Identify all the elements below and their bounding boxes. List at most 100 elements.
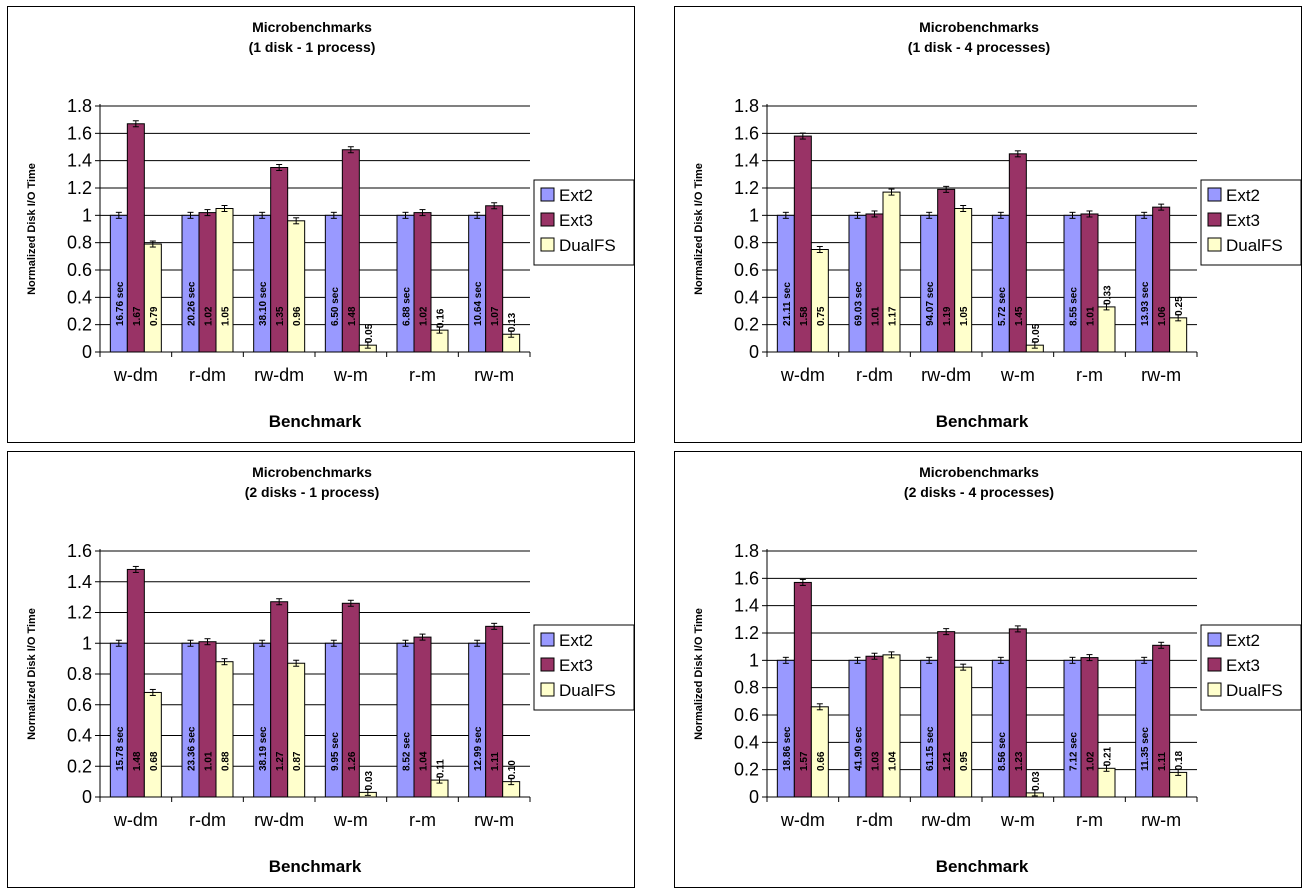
bar-ext2-rw-dm [253, 642, 272, 798]
category-label-rw-m: rw-m [1141, 810, 1181, 830]
data-label-dualfs-w-m: 0.03 [364, 770, 375, 790]
data-label-ext3-rw-m: 1.11 [1157, 752, 1168, 771]
data-label-dualfs-w-dm: 0.79 [149, 306, 160, 326]
bar-dualfs-rw-dm [954, 666, 973, 798]
data-label-ext2-rw-m: 12.99 sec [473, 726, 484, 771]
bar-ext3-rw-m [485, 205, 504, 353]
bar-ext2-r-m [396, 642, 415, 798]
y-tick-label: 1.8 [734, 541, 759, 561]
data-label-ext3-w-dm: 1.67 [132, 306, 143, 326]
data-label-ext3-r-dm: 1.01 [204, 751, 215, 771]
data-label-ext2-r-m: 8.52 sec [402, 732, 413, 771]
category-label-rw-dm: rw-dm [921, 365, 971, 385]
legend-label-ext2: Ext2 [1226, 631, 1260, 650]
bar-dualfs-r-m [1097, 306, 1116, 353]
data-label-dualfs-rw-dm: 0.96 [292, 306, 303, 326]
data-label-ext3-w-m: 1.48 [347, 306, 358, 326]
category-label-rw-dm: rw-dm [254, 810, 304, 830]
bar-ext2-w-m [324, 642, 343, 798]
y-tick-label: 0.8 [67, 233, 92, 253]
chart-svg: Microbenchmarks (1 disk - 1 process) 0 0.2 0… [26, 19, 635, 431]
data-label-ext3-w-dm: 1.57 [799, 751, 810, 771]
y-tick-label: 1.8 [734, 96, 759, 116]
data-label-ext2-r-m: 6.88 sec [402, 287, 413, 326]
y-tick-label: 0 [749, 787, 759, 807]
y-tick-label: 0.4 [734, 732, 759, 752]
category-label-rw-m: rw-m [474, 810, 514, 830]
bar-ext2-w-m [991, 214, 1010, 353]
x-axis-label: Benchmark [269, 857, 362, 876]
category-label-r-m: r-m [1076, 365, 1103, 385]
data-label-ext3-rw-dm: 1.35 [275, 306, 286, 326]
y-tick-label: 0.6 [734, 260, 759, 280]
data-label-ext3-rw-m: 1.06 [1157, 306, 1168, 326]
bar-dualfs-rw-dm [954, 208, 973, 353]
chart-subtitle: (2 disks - 1 process) [245, 484, 380, 500]
data-label-ext2-w-dm: 18.86 sec [782, 726, 793, 771]
category-label-w-m: w-m [333, 365, 368, 385]
data-label-ext3-r-dm: 1.01 [871, 306, 882, 326]
y-tick-label: 0.8 [734, 233, 759, 253]
data-label-dualfs-r-dm: 0.88 [221, 751, 232, 771]
y-axis-label: Normalized Disk I/O Time [693, 608, 705, 740]
data-label-dualfs-r-dm: 1.04 [888, 751, 899, 771]
category-label-w-dm: w-dm [780, 810, 825, 830]
legend-label-dualfs: DualFS [1226, 236, 1283, 255]
data-label-dualfs-w-dm: 0.75 [816, 306, 827, 326]
data-label-dualfs-rw-dm: 0.87 [292, 751, 303, 771]
category-label-r-dm: r-dm [189, 810, 226, 830]
bar-ext3-r-m [1080, 657, 1099, 798]
chart-svg: Microbenchmarks (2 disks - 4 processes) 0 0… [693, 464, 1302, 876]
category-label-r-dm: r-dm [856, 365, 893, 385]
data-label-dualfs-rw-m: 0.10 [507, 760, 518, 780]
data-label-ext2-rw-dm: 38.19 sec [258, 726, 269, 771]
bar-ext3-r-dm [198, 212, 217, 353]
y-tick-label: 1.4 [67, 151, 92, 171]
bar-ext3-r-dm [865, 655, 884, 798]
y-tick-label: 1.2 [734, 178, 759, 198]
chart-subtitle: (1 disk - 1 process) [249, 39, 376, 55]
bar-dualfs-w-dm [143, 243, 162, 353]
data-label-ext2-rw-dm: 94.07 sec [925, 281, 936, 326]
bar-ext2-rw-m [468, 642, 487, 798]
data-label-dualfs-r-m: 0.33 [1103, 285, 1114, 305]
y-tick-label: 1.6 [734, 568, 759, 588]
bar-ext2-r-m [396, 214, 415, 353]
category-label-rw-dm: rw-dm [254, 365, 304, 385]
y-tick-label: 0.8 [734, 678, 759, 698]
legend-swatch-ext3 [1207, 657, 1222, 672]
bar-ext2-w-m [324, 214, 343, 353]
data-label-dualfs-rw-m: 0.25 [1174, 296, 1185, 316]
y-tick-label: 0.2 [734, 760, 759, 780]
data-label-dualfs-r-m: 0.21 [1103, 746, 1114, 766]
legend-label-ext2: Ext2 [559, 186, 593, 205]
data-label-dualfs-r-dm: 1.05 [221, 306, 232, 326]
data-label-ext2-r-dm: 69.03 sec [854, 281, 865, 326]
chart-title: Microbenchmarks [919, 19, 1039, 35]
y-tick-label: 0.4 [734, 287, 759, 307]
bar-ext3-rw-dm [937, 631, 956, 798]
legend-swatch-ext2 [1207, 632, 1222, 647]
category-label-r-m: r-m [409, 365, 436, 385]
data-label-ext3-w-m: 1.45 [1014, 306, 1025, 326]
data-label-ext2-w-dm: 15.78 sec [115, 726, 126, 771]
data-label-ext2-rw-dm: 61.15 sec [925, 726, 936, 771]
data-label-ext2-r-dm: 41.90 sec [854, 726, 865, 771]
y-axis-label: Normalized Disk I/O Time [26, 163, 38, 295]
bar-dualfs-r-dm [215, 661, 234, 798]
bar-ext3-r-m [1080, 213, 1099, 353]
data-label-ext2-rw-m: 13.93 sec [1140, 281, 1151, 326]
category-label-rw-dm: rw-dm [921, 810, 971, 830]
bar-dualfs-r-dm [882, 654, 901, 798]
data-label-ext2-w-m: 6.50 sec [330, 287, 341, 326]
legend-label-dualfs: DualFS [559, 681, 616, 700]
data-label-ext3-w-m: 1.23 [1014, 751, 1025, 771]
data-label-ext3-r-m: 1.02 [419, 306, 430, 326]
category-label-w-m: w-m [1000, 810, 1035, 830]
data-label-dualfs-r-m: 0.16 [436, 308, 447, 328]
y-tick-label: 1.6 [67, 123, 92, 143]
x-axis-label: Benchmark [936, 412, 1029, 431]
chart-panel-2-disks-4-processes: Microbenchmarks (2 disks - 4 processes) 0 0… [674, 451, 1302, 888]
data-label-dualfs-rw-m: 0.13 [507, 312, 518, 332]
bar-ext3-rw-dm [937, 188, 956, 353]
